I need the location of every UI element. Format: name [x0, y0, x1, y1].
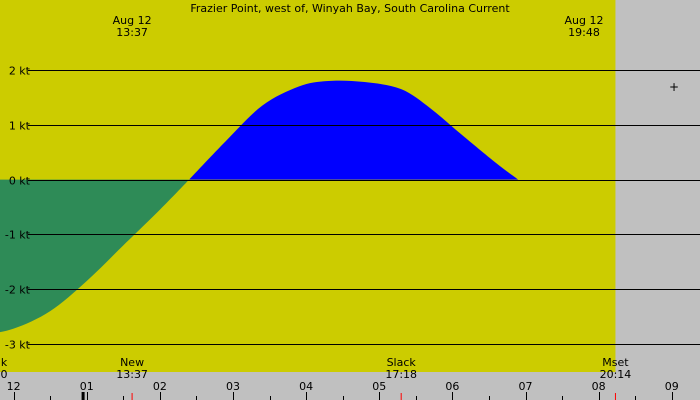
ebb-current-area — [0, 179, 190, 333]
x-tick-label: 12 — [7, 380, 21, 393]
cursor-marker: + — [669, 80, 679, 94]
x-tick-label: 07 — [519, 380, 533, 393]
x-tick-label: 09 — [665, 380, 679, 393]
grid-layer — [28, 70, 700, 345]
current-area-layer — [0, 80, 519, 333]
x-tick-label: 05 — [372, 380, 386, 393]
top-event-time: 13:37 — [116, 26, 148, 39]
bottom-event-labels: k0Slack05:12Mrise06:20Slack10:47New13:37… — [1, 356, 632, 400]
top-event-date: Aug 12 — [113, 14, 152, 27]
bottom-event-label: Mset — [602, 356, 629, 369]
top-event-time: 19:48 — [568, 26, 600, 39]
x-tick-label: 06 — [445, 380, 459, 393]
bottom-event-label: New — [120, 356, 144, 369]
bottom-event-time: 0 — [1, 368, 8, 381]
bottom-event-time: 17:18 — [385, 368, 417, 381]
y-tick-label: 2 kt — [9, 65, 31, 78]
flood-current-area — [189, 80, 519, 180]
x-tick-label: 01 — [80, 380, 94, 393]
y-tick-labels: 2 kt 1 kt 0 kt -1 kt -2 kt -3 kt — [5, 65, 31, 352]
bottom-event-time: 13:37 — [116, 368, 148, 381]
top-event-date: Aug 12 — [565, 14, 604, 27]
x-tick-label: 03 — [226, 380, 240, 393]
x-tick-labels: 1112010203040507080910111201020304050607… — [7, 380, 679, 400]
y-tick-label: -2 kt — [5, 284, 31, 297]
x-tick-label: 08 — [592, 380, 606, 393]
bottom-event-label: Slack — [387, 356, 417, 369]
y-tick-label: 1 kt — [9, 120, 31, 133]
bottom-event-time: 20:14 — [600, 368, 632, 381]
y-tick-label: 0 kt — [9, 175, 31, 188]
x-tick-label: 02 — [153, 380, 167, 393]
x-tick-label: 04 — [299, 380, 313, 393]
y-tick-label: -3 kt — [5, 339, 31, 352]
bottom-event-label: k — [1, 356, 8, 369]
y-tick-label: -1 kt — [5, 229, 31, 242]
chart-title: Frazier Point, west of, Winyah Bay, Sout… — [190, 2, 510, 15]
